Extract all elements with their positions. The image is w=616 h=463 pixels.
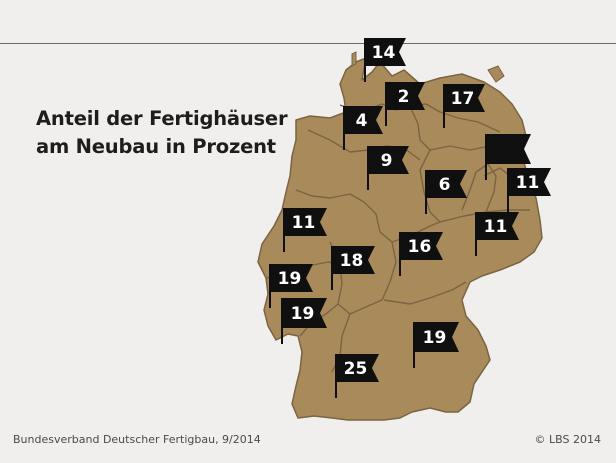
flag-banner	[487, 134, 531, 164]
flag-value: 14	[372, 43, 396, 63]
region-flag	[485, 134, 531, 180]
region-flag: 4	[343, 106, 383, 150]
top-divider-line	[0, 43, 616, 44]
flag-value: 6	[439, 175, 451, 195]
flag-banner	[337, 354, 379, 382]
flag-value: 11	[516, 173, 540, 193]
title-line-2: am Neubau in Prozent	[36, 135, 276, 158]
flag-value: 4	[356, 111, 368, 131]
flag-value: 17	[451, 89, 475, 109]
region-flag: 25	[335, 354, 379, 398]
region-flag: 2	[385, 82, 425, 126]
flag-banner	[387, 82, 425, 110]
flag-banner	[445, 84, 485, 112]
flag-value: 11	[292, 213, 316, 233]
region-flag: 18	[331, 246, 375, 290]
flag-value: 19	[291, 304, 315, 324]
region-flag: 16	[399, 232, 443, 276]
flag-banner	[401, 232, 443, 260]
region-flag: 17	[443, 84, 485, 128]
region-flag: 19	[269, 264, 313, 308]
flag-value: 25	[344, 359, 368, 379]
flag-banner	[333, 246, 375, 274]
flag-banner	[271, 264, 313, 292]
copyright-note: © LBS 2014	[534, 433, 601, 446]
flag-banner	[345, 106, 383, 134]
map-title: Anteil der Fertighäuser am Neubau in Pro…	[36, 105, 288, 161]
region-flag: 9	[367, 146, 409, 190]
flag-value: 19	[423, 328, 447, 348]
flag-value: 11	[484, 217, 508, 237]
flag-value: 19	[278, 269, 302, 289]
region-flag: 11	[283, 208, 327, 252]
flag-value: 16	[408, 237, 432, 257]
flag-banner	[415, 322, 459, 352]
region-flag: 11	[507, 168, 551, 212]
flag-banner	[427, 170, 467, 198]
region-flag: 19	[281, 298, 327, 344]
flag-value: 2	[398, 87, 410, 107]
region-flag: 11	[475, 212, 519, 256]
title-line-1: Anteil der Fertighäuser	[36, 107, 288, 130]
flag-value: 18	[340, 251, 364, 271]
flag-banner	[283, 298, 327, 328]
flag-banner	[369, 146, 409, 174]
flag-value: 9	[381, 151, 393, 171]
source-note: Bundesverband Deutscher Fertigbau, 9/201…	[13, 433, 261, 446]
flag-banner	[509, 168, 551, 196]
region-flag: 19	[413, 322, 459, 368]
flag-banner	[285, 208, 327, 236]
region-flag: 14	[364, 38, 406, 82]
island-sylt	[351, 51, 357, 67]
flag-banner	[477, 212, 519, 240]
island-ruegen	[487, 65, 505, 83]
flag-banner	[366, 38, 406, 66]
region-flag: 6	[425, 170, 467, 214]
